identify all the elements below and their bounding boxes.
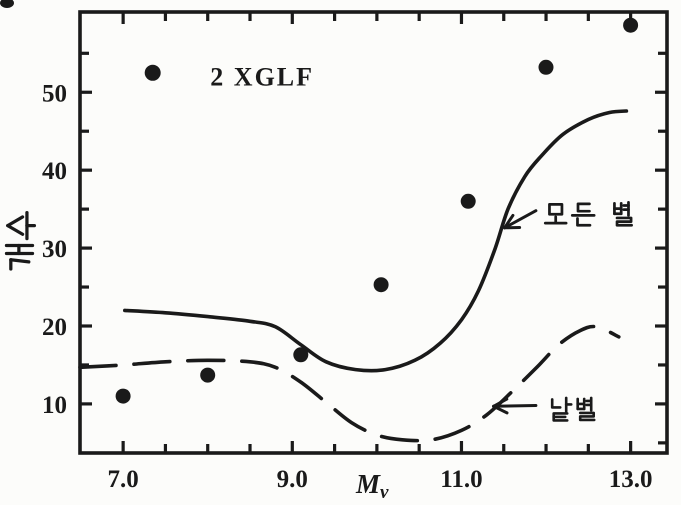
y-tick-label: 40 — [42, 158, 67, 185]
data-point — [115, 388, 131, 404]
x-tick-label: 9.0 — [277, 466, 308, 493]
annotation-0 — [503, 200, 633, 230]
hangul-glyph — [613, 200, 633, 227]
x-axis-label-subscript: v — [380, 482, 389, 503]
annotation-1 — [492, 396, 596, 422]
annotation-label — [550, 396, 596, 422]
x-axis-label: Mv — [355, 469, 389, 503]
legend-marker — [144, 64, 161, 81]
curve-dashed — [78, 324, 621, 443]
hangul-glyph — [4, 243, 35, 271]
plot-border — [78, 10, 669, 455]
y-tick-label: 30 — [42, 236, 67, 263]
annotation-arrow-head — [492, 397, 509, 408]
annotation-arrow-shaft — [492, 404, 538, 408]
hangul-glyph — [6, 210, 37, 241]
data-point — [293, 347, 309, 363]
y-tick-label: 10 — [42, 392, 67, 419]
data-point — [373, 277, 389, 293]
data-point — [623, 17, 639, 33]
hangul-glyph — [576, 396, 596, 422]
scan-artifact — [0, 0, 14, 8]
annotation-label — [543, 200, 633, 227]
y-axis-label-word — [4, 210, 37, 271]
y-tick-label: 20 — [42, 314, 67, 341]
annotation-arrow-head — [503, 213, 515, 230]
y-tick-label: 50 — [42, 80, 67, 107]
x-tick-label: 7.0 — [108, 466, 139, 493]
y-axis-label — [4, 210, 37, 271]
data-point — [460, 193, 476, 209]
annotation-arrow-head — [492, 404, 509, 415]
hangul-glyph — [543, 203, 568, 225]
hangul-glyph — [550, 396, 573, 422]
data-point — [200, 367, 216, 383]
curve-solid — [123, 109, 629, 373]
annotation-arrow-shaft — [503, 209, 538, 230]
x-tick-label: 13.0 — [609, 466, 653, 493]
x-tick-label: 11.0 — [440, 466, 482, 493]
hangul-glyph — [570, 202, 596, 227]
x-axis-label-main: M — [355, 469, 381, 499]
data-point — [538, 59, 554, 75]
legend-label: 2 XGLF — [210, 63, 314, 92]
